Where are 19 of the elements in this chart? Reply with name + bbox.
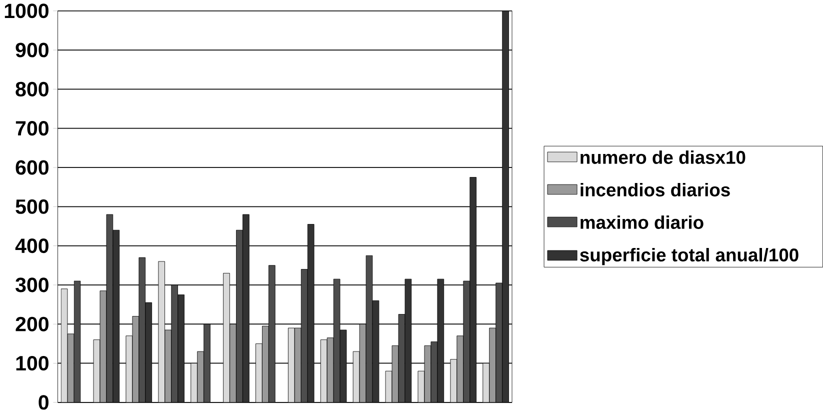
y-tick-label: 700: [16, 120, 48, 136]
bar: [470, 176, 476, 402]
legend-label: maximo diario: [580, 215, 704, 229]
y-tick-label: 500: [16, 199, 48, 214]
bar: [178, 294, 184, 402]
y-tick-label: 100: [16, 356, 48, 370]
y-tick-label: 0: [38, 394, 48, 410]
y-tick-label: 300: [16, 277, 48, 292]
y-tick-label: 200: [16, 316, 48, 332]
legend-label: superficie total anual/100: [580, 248, 798, 265]
legend-label: incendios diarios: [580, 182, 730, 196]
y-tick-label: 400: [15, 238, 48, 253]
y-tick-label: 600: [16, 160, 48, 175]
legend-label: numero de diasx10: [580, 150, 746, 164]
bar: [502, 10, 509, 402]
bar: [242, 214, 250, 402]
y-tick-label: 1000: [4, 3, 48, 18]
y-tick-label: 800: [16, 82, 48, 96]
y-tick-label: 900: [16, 42, 48, 58]
